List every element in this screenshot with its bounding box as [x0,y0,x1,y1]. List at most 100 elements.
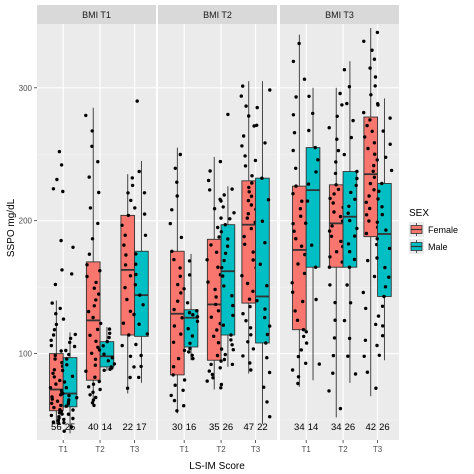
data-point [303,252,307,257]
data-point [375,158,379,162]
data-point [377,189,381,193]
data-point [134,272,138,277]
data-point [72,344,77,349]
data-point [336,148,341,153]
data-point [373,152,377,156]
data-point [292,229,296,233]
data-point [338,406,343,411]
data-point [133,283,138,287]
data-point [263,315,267,320]
data-point [370,48,374,52]
data-point [375,256,379,260]
data-point [230,294,234,298]
data-point [241,354,245,358]
data-point [215,328,219,332]
data-point [243,154,247,158]
box-t2-female: 40 [84,107,103,433]
data-point [332,192,336,196]
data-point [298,207,303,211]
data-point [129,198,133,203]
data-point [310,243,314,247]
data-point [55,177,59,182]
count-label: 22 [257,422,268,433]
data-point [231,303,235,308]
data-point [58,378,62,383]
data-point [219,359,223,363]
box-body [255,177,270,344]
data-point [255,299,259,303]
data-point [51,333,56,337]
data-point [134,252,138,256]
data-point [182,287,186,291]
data-point [176,356,181,361]
data-point [265,356,269,360]
data-point [90,401,95,405]
data-point [351,118,355,123]
data-point [98,269,102,273]
data-point [230,362,235,367]
data-point [376,103,380,107]
data-point [120,343,124,348]
data-point [57,415,61,419]
data-point [85,263,89,267]
data-point [221,323,226,327]
data-point [209,315,213,319]
x-axis-title: LS-IM Score [189,461,245,472]
data-point [97,348,102,352]
data-point [302,271,307,276]
data-point [219,382,224,387]
data-point [246,340,250,344]
data-point [98,387,102,392]
data-point [249,333,253,337]
data-point [296,354,301,359]
data-point [142,191,147,195]
data-point [376,197,380,201]
data-point [362,39,366,43]
data-point [334,250,339,254]
data-point [229,333,233,337]
data-point [101,344,105,348]
data-point [88,393,92,397]
data-point [179,332,183,336]
data-point [255,123,259,128]
data-point [176,299,180,303]
data-point [347,336,352,341]
data-point [53,282,58,287]
data-point [367,194,371,198]
data-point [212,334,216,338]
data-point [334,160,338,164]
data-point [363,135,367,139]
data-point [130,176,134,180]
data-point [346,242,351,246]
data-point [222,258,226,263]
data-point [368,118,372,122]
data-point [328,255,332,259]
data-point [263,307,267,311]
count-label: 34 [331,422,342,433]
data-point [368,181,373,186]
data-point [135,99,139,103]
data-point [52,328,57,332]
data-point [168,221,172,226]
data-point [91,390,95,394]
data-point [368,66,372,70]
data-point [226,112,230,117]
data-point [102,352,106,356]
data-point [182,348,187,353]
data-point [253,158,258,163]
data-point [125,386,130,390]
data-point [241,312,245,316]
data-point [290,281,294,285]
data-point [87,252,92,256]
data-point [139,353,143,358]
data-point [188,346,192,351]
data-point [243,242,247,246]
data-point [51,371,55,375]
data-point [348,218,352,223]
data-point [297,41,301,46]
data-point [187,273,192,277]
data-point [105,339,110,344]
data-point [266,198,271,202]
data-point [209,362,213,367]
